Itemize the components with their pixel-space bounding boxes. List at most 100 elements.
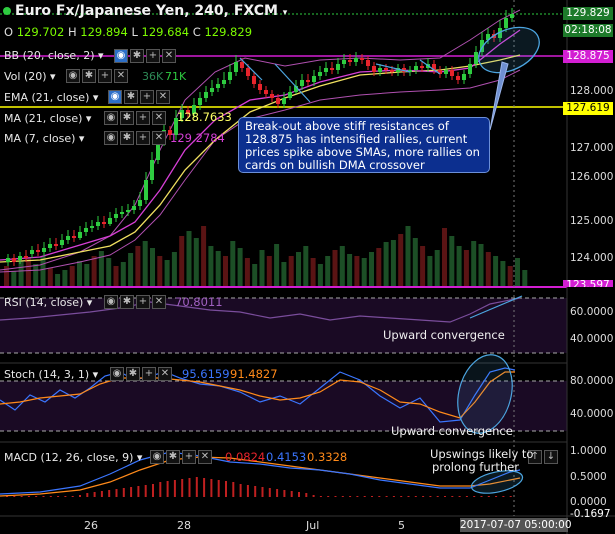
chevron-down-icon: ▾ [92, 368, 99, 381]
eye-icon[interactable]: ◉ [104, 295, 118, 309]
settings-icon[interactable]: ✱ [166, 450, 180, 464]
indicator-ma7-label[interactable]: MA (7, close) ▾ [4, 132, 85, 145]
volume-bar [369, 252, 374, 286]
volume-bar [223, 256, 228, 286]
indicator-ma21-label[interactable]: MA (21, close) ▾ [4, 112, 92, 125]
add-icon[interactable]: + [98, 69, 112, 83]
macd-histogram-bar [276, 489, 279, 497]
close-icon[interactable]: ✕ [162, 49, 176, 63]
settings-icon[interactable]: ✱ [82, 69, 96, 83]
eye-icon[interactable]: ◉ [114, 49, 128, 63]
volume-bar [361, 258, 367, 286]
chevron-down-icon: ▾ [98, 49, 104, 62]
candle-body [504, 18, 508, 28]
eye-icon[interactable]: ◉ [104, 111, 118, 125]
eye-icon[interactable]: ◉ [66, 69, 80, 83]
volume-bar [281, 262, 287, 286]
candle-body [42, 248, 46, 252]
arrow-up-icon[interactable]: ↑ [528, 450, 542, 464]
add-icon[interactable]: + [136, 131, 150, 145]
macd-histogram-bar [57, 496, 60, 497]
price-tick: 127.000 [570, 142, 614, 154]
candle-body [18, 256, 22, 260]
candle-body [192, 105, 196, 114]
eye-icon[interactable]: ◉ [150, 450, 164, 464]
time-label: Jul [306, 519, 320, 532]
macd-histogram-bar [385, 496, 388, 497]
indicator-ema-label[interactable]: EMA (21, close) ▾ [4, 91, 99, 104]
eye-icon[interactable]: ◉ [104, 131, 118, 145]
countdown-tag: 02:18:08 [563, 24, 613, 37]
macd-histogram-bar [327, 496, 330, 497]
volume-bar [507, 266, 513, 286]
chevron-down-icon: ▾ [86, 296, 93, 309]
settings-icon[interactable]: ✱ [120, 111, 134, 125]
macd-histogram-bar [422, 496, 425, 497]
add-icon[interactable]: + [140, 90, 154, 104]
volume-bar [77, 261, 82, 286]
macd-histogram-bar [159, 482, 162, 497]
volume-bar [18, 261, 24, 286]
settings-icon[interactable]: ✱ [126, 367, 140, 381]
chevron-down-icon: ▾ [92, 91, 99, 104]
close-icon[interactable]: ✕ [114, 69, 128, 83]
candle-body [456, 76, 460, 80]
settings-icon[interactable]: ✱ [124, 90, 138, 104]
candle-body [264, 90, 268, 94]
macd-histogram-bar [239, 484, 242, 497]
chevron-down-icon: ▾ [85, 112, 92, 125]
chevron-down-icon: ▾ [282, 8, 288, 18]
eye-icon[interactable]: ◉ [108, 90, 122, 104]
indicator-bb-label[interactable]: BB (20, close, 2) ▾ [4, 49, 104, 62]
stoch-annotation: Upward convergence [391, 424, 513, 438]
add-icon[interactable]: + [182, 450, 196, 464]
macd-histogram-bar [203, 478, 206, 497]
candle-body [204, 92, 208, 98]
macd-line [0, 451, 521, 495]
eye-icon[interactable]: ◉ [110, 367, 124, 381]
macd-histogram-bar [305, 493, 308, 497]
symbol-title[interactable]: Euro Fx/Japanese Yen, 240, FXCM ▾ [3, 2, 287, 22]
indicator-stoch-label[interactable]: Stoch (14, 3, 1) ▾ [4, 368, 99, 381]
add-icon[interactable]: + [136, 111, 150, 125]
indicator-rsi-label[interactable]: RSI (14, close) ▾ [4, 296, 93, 309]
volume-bar [420, 246, 426, 286]
close-icon[interactable]: ✕ [198, 450, 212, 464]
macd-histogram-bar [334, 496, 337, 497]
add-icon[interactable]: + [146, 49, 160, 63]
settings-icon[interactable]: ✱ [120, 131, 134, 145]
close-icon[interactable]: ✕ [152, 111, 166, 125]
indicator-vol-label[interactable]: Vol (20) ▾ [4, 70, 56, 83]
arrow-down-icon[interactable]: ↓ [544, 450, 558, 464]
candle-body [318, 72, 322, 76]
macd-histogram-bar [35, 496, 38, 497]
volume-bar [179, 236, 185, 286]
macd-histogram-bar [495, 496, 498, 497]
candle-body [342, 60, 346, 64]
volume-bar [91, 256, 97, 286]
macd-histogram-bar [64, 496, 67, 497]
volume-bar [237, 248, 243, 286]
macd-histogram-bar [246, 485, 249, 497]
macd-histogram-bar [451, 496, 454, 497]
time-cursor-label: 2017-07-07 05:00:00 [460, 518, 572, 532]
settings-icon[interactable]: ✱ [120, 295, 134, 309]
ohlc-row: O 129.702 H 129.894 L 129.684 C 129.829 [4, 25, 253, 39]
indicator-macd-label[interactable]: MACD (12, 26, close, 9) ▾ [4, 451, 143, 464]
close-icon[interactable]: ✕ [158, 367, 172, 381]
macd-histogram-bar [100, 491, 103, 497]
close-icon[interactable]: ✕ [156, 90, 170, 104]
bottom-price-tag: 123.597 [563, 280, 613, 287]
candle-body [360, 58, 364, 60]
close-icon[interactable]: ✕ [152, 131, 166, 145]
macd-histogram-bar [465, 496, 468, 497]
candle-body [96, 222, 100, 226]
close-icon[interactable]: ✕ [152, 295, 166, 309]
stoch-band [0, 381, 567, 431]
settings-icon[interactable]: ✱ [130, 49, 144, 63]
add-icon[interactable]: + [142, 367, 156, 381]
volume-bar [193, 238, 199, 286]
add-icon[interactable]: + [136, 295, 150, 309]
macd-histogram-bar [487, 496, 490, 497]
